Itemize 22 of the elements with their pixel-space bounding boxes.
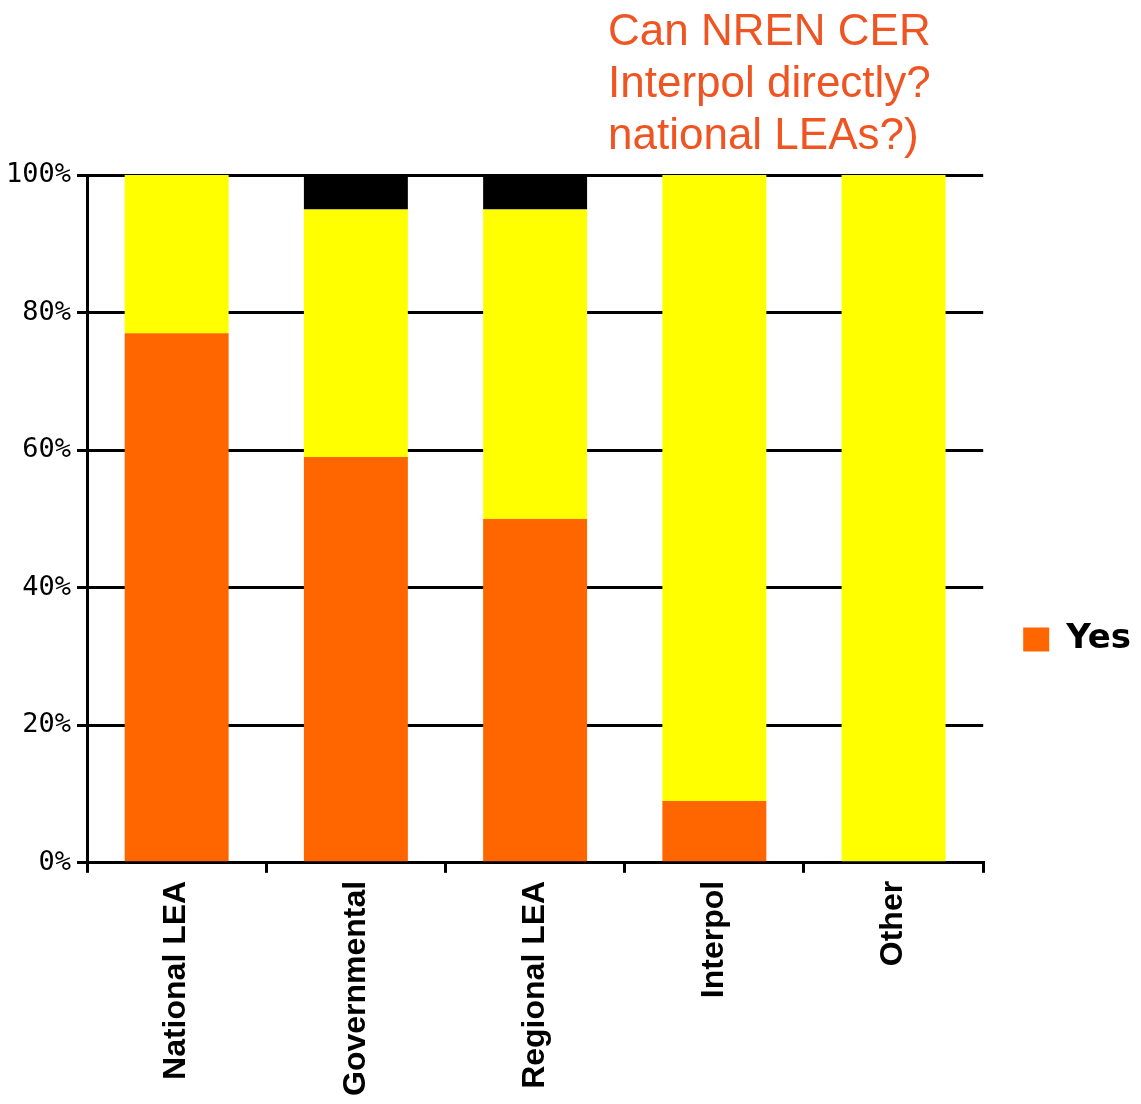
bar bbox=[662, 175, 767, 801]
y-tick-label: 40% bbox=[22, 569, 72, 601]
x-tick-label: Governmental bbox=[335, 880, 372, 1096]
bar bbox=[124, 333, 229, 862]
x-tick-label: Other bbox=[873, 880, 910, 967]
y-tick-label: 80% bbox=[22, 294, 72, 326]
bar bbox=[303, 209, 408, 458]
bar bbox=[124, 175, 229, 334]
bar bbox=[303, 457, 408, 862]
legend-label: Yes bbox=[1065, 616, 1131, 657]
bar bbox=[483, 209, 588, 519]
x-tick-label: Regional LEA bbox=[514, 880, 551, 1089]
x-tick-label: Interpol bbox=[694, 880, 731, 999]
bar bbox=[841, 175, 946, 862]
y-tick-label: 100% bbox=[5, 157, 72, 189]
bar bbox=[662, 800, 767, 862]
y-tick-label: 60% bbox=[22, 432, 72, 464]
chart-title: Can NREN CER Interpol directly? national LEAs?) bbox=[607, 4, 932, 160]
bar bbox=[483, 518, 588, 862]
x-tick-label: National LEA bbox=[156, 880, 193, 1080]
y-tick-label: 0% bbox=[38, 844, 72, 876]
y-tick-label: 20% bbox=[22, 707, 72, 739]
